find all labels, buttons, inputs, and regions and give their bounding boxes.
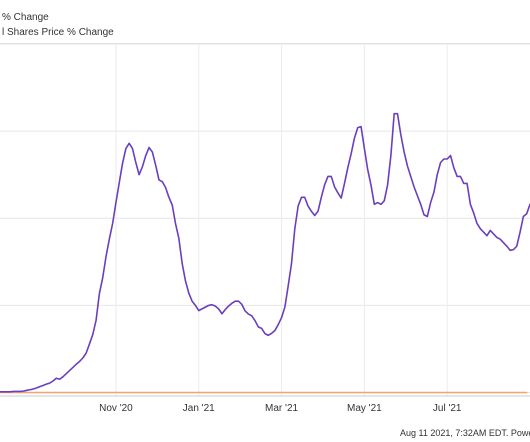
footer-credit: Aug 11 2021, 7:32AM EDT. Powered bbox=[400, 428, 530, 438]
x-tick-label: May '21 bbox=[347, 403, 382, 414]
x-tick-label: Nov '20 bbox=[99, 403, 133, 414]
x-tick-label: Jan '21 bbox=[183, 403, 215, 414]
x-tick-label: Jul '21 bbox=[433, 403, 462, 414]
legend-item-change: % Change bbox=[2, 12, 49, 23]
x-tick-label: Mar '21 bbox=[265, 403, 298, 414]
legend-item-shares-price-change: l Shares Price % Change bbox=[2, 27, 114, 38]
series-line-0 bbox=[0, 112, 530, 393]
